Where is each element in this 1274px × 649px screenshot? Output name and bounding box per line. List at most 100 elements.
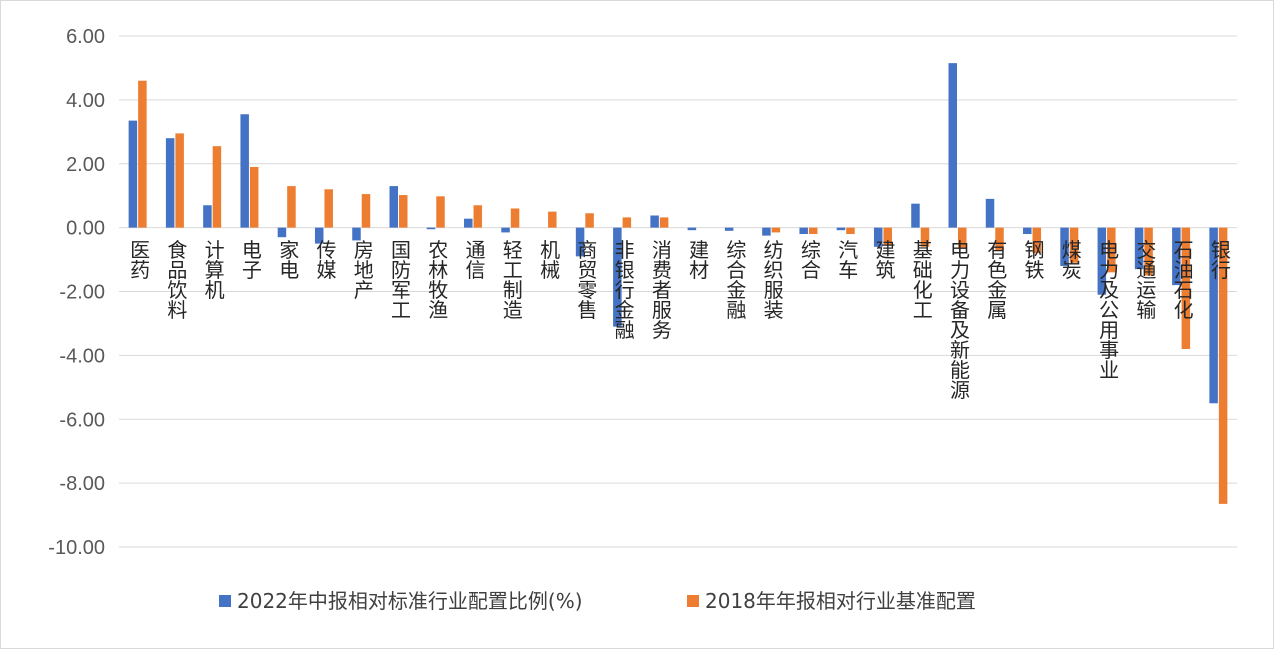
category-label: 建材 [686,239,710,279]
legend-swatch-1 [219,595,231,607]
y-tick-label: -8.00 [59,473,105,495]
bar-series-2 [324,189,333,228]
bar-series-1 [762,227,771,236]
bar-series-1 [836,227,846,231]
category-label: 食品饮料 [164,239,188,319]
bar-series-2 [808,227,818,235]
bar-series-1 [203,205,212,228]
bar-series-1 [1060,227,1069,266]
category-label: 农林牧渔 [425,239,449,319]
bar-series-2 [361,194,371,228]
category-label: 纺织服装 [760,239,784,319]
bar-series-1 [1097,227,1107,295]
y-tick-label: -4.00 [59,345,105,367]
bar-series-1 [277,227,287,238]
category-label: 钢铁 [1021,239,1045,279]
bar-series-1 [575,227,585,257]
category-label: 机械 [537,239,561,279]
category-label: 商贸零售 [574,239,598,319]
bar-series-2 [138,80,147,228]
bar-series-2 [212,146,222,228]
category-label: 建筑 [872,239,896,279]
bar-series-1 [1209,227,1218,404]
y-tick-label: 6.00 [66,26,105,48]
gridlines [119,35,1237,548]
bar-series-1 [911,203,920,228]
bar-series-1 [1134,227,1144,270]
y-tick-label: 0.00 [66,218,105,240]
category-label: 轻工制造 [499,239,523,319]
bar-series-1 [724,227,734,231]
bar-series-1 [650,215,659,228]
bar-series-2 [920,227,930,247]
category-label: 消费者服务 [648,239,672,339]
bar-series-1 [501,227,510,233]
category-labels: 医药 食品饮料 计算机 电子 家电 传媒 房地产 国防军工 农林牧渔 通信 轻工制造 机械 商贸零售 非银… [127,239,1232,399]
bars [128,63,1228,504]
category-label: 石油石化 [1170,240,1194,320]
category-label: 电力及公用事业 [1096,239,1120,379]
legend: 2022年中报相对标准行业配置比例(%) 2018年年报相对行业基准配置 [219,589,976,613]
y-tick-label: 2.00 [66,154,105,176]
bar-series-1 [240,114,249,228]
y-tick-label: -10.00 [48,537,105,559]
bar-series-1 [314,227,324,244]
y-axis-tick-labels: 6.00 4.00 2.00 0.00 -2.00 -4.00 -6.00 -8.00 -10.… [48,26,105,559]
category-label: 煤炭 [1058,239,1082,279]
legend-swatch-2 [687,595,699,607]
bar-series-1 [389,186,398,228]
bar-series-1 [165,138,175,228]
category-label: 银行 [1207,239,1231,279]
bar-series-1 [1023,227,1032,235]
bar-series-2 [1032,227,1042,254]
bar-series-2 [622,217,632,228]
category-label: 通信 [462,239,486,279]
bar-series-2 [1218,227,1228,504]
category-label: 基础化工 [909,239,933,319]
bar-series-2 [287,186,296,228]
bar-series-2 [883,227,892,246]
bar-series-2 [995,227,1004,250]
category-label: 交通运输 [1133,239,1157,319]
y-tick-label: 4.00 [66,90,105,112]
category-label: 汽车 [835,239,859,279]
category-label: 综合金融 [723,239,747,319]
category-label: 有色金属 [984,239,1008,320]
bar-series-2 [399,195,408,228]
bar-series-2 [1144,227,1153,276]
bar-series-1 [1172,227,1181,286]
bar-series-1 [613,227,622,327]
bar-series-2 [249,166,259,228]
category-label: 电子 [238,239,262,279]
bar-series-2 [473,205,483,228]
bar-series-2 [1107,227,1116,273]
category-label: 计算机 [201,239,225,299]
bar-series-1 [128,120,138,228]
bar-series-2 [958,227,967,248]
y-tick-label: -6.00 [59,409,105,431]
bar-series-2 [659,217,669,228]
category-label: 电力设备及新能源 [947,239,971,399]
bar-series-2 [846,227,855,235]
bar-series-2 [771,227,781,233]
legend-label-1: 2022年中报相对标准行业配置比例(%) [237,589,583,613]
bar-series-2 [1181,227,1191,349]
category-label: 医药 [127,240,151,280]
bar-series-1 [873,227,883,247]
bar-series-1 [426,227,436,230]
bar-series-2 [585,213,594,228]
bar-series-1 [948,63,957,228]
category-label: 综合 [797,239,821,279]
bar-series-2 [1069,227,1079,263]
bar-series-1 [687,227,697,231]
bar-series-1 [464,218,473,228]
category-label: 房地产 [350,239,374,299]
category-label: 国防军工 [388,240,412,320]
category-label: 非银行金融 [611,239,635,339]
bar-series-2 [436,196,445,228]
bar-series-1 [985,198,995,228]
bar-series-2 [510,208,520,228]
category-label: 传媒 [313,239,337,279]
